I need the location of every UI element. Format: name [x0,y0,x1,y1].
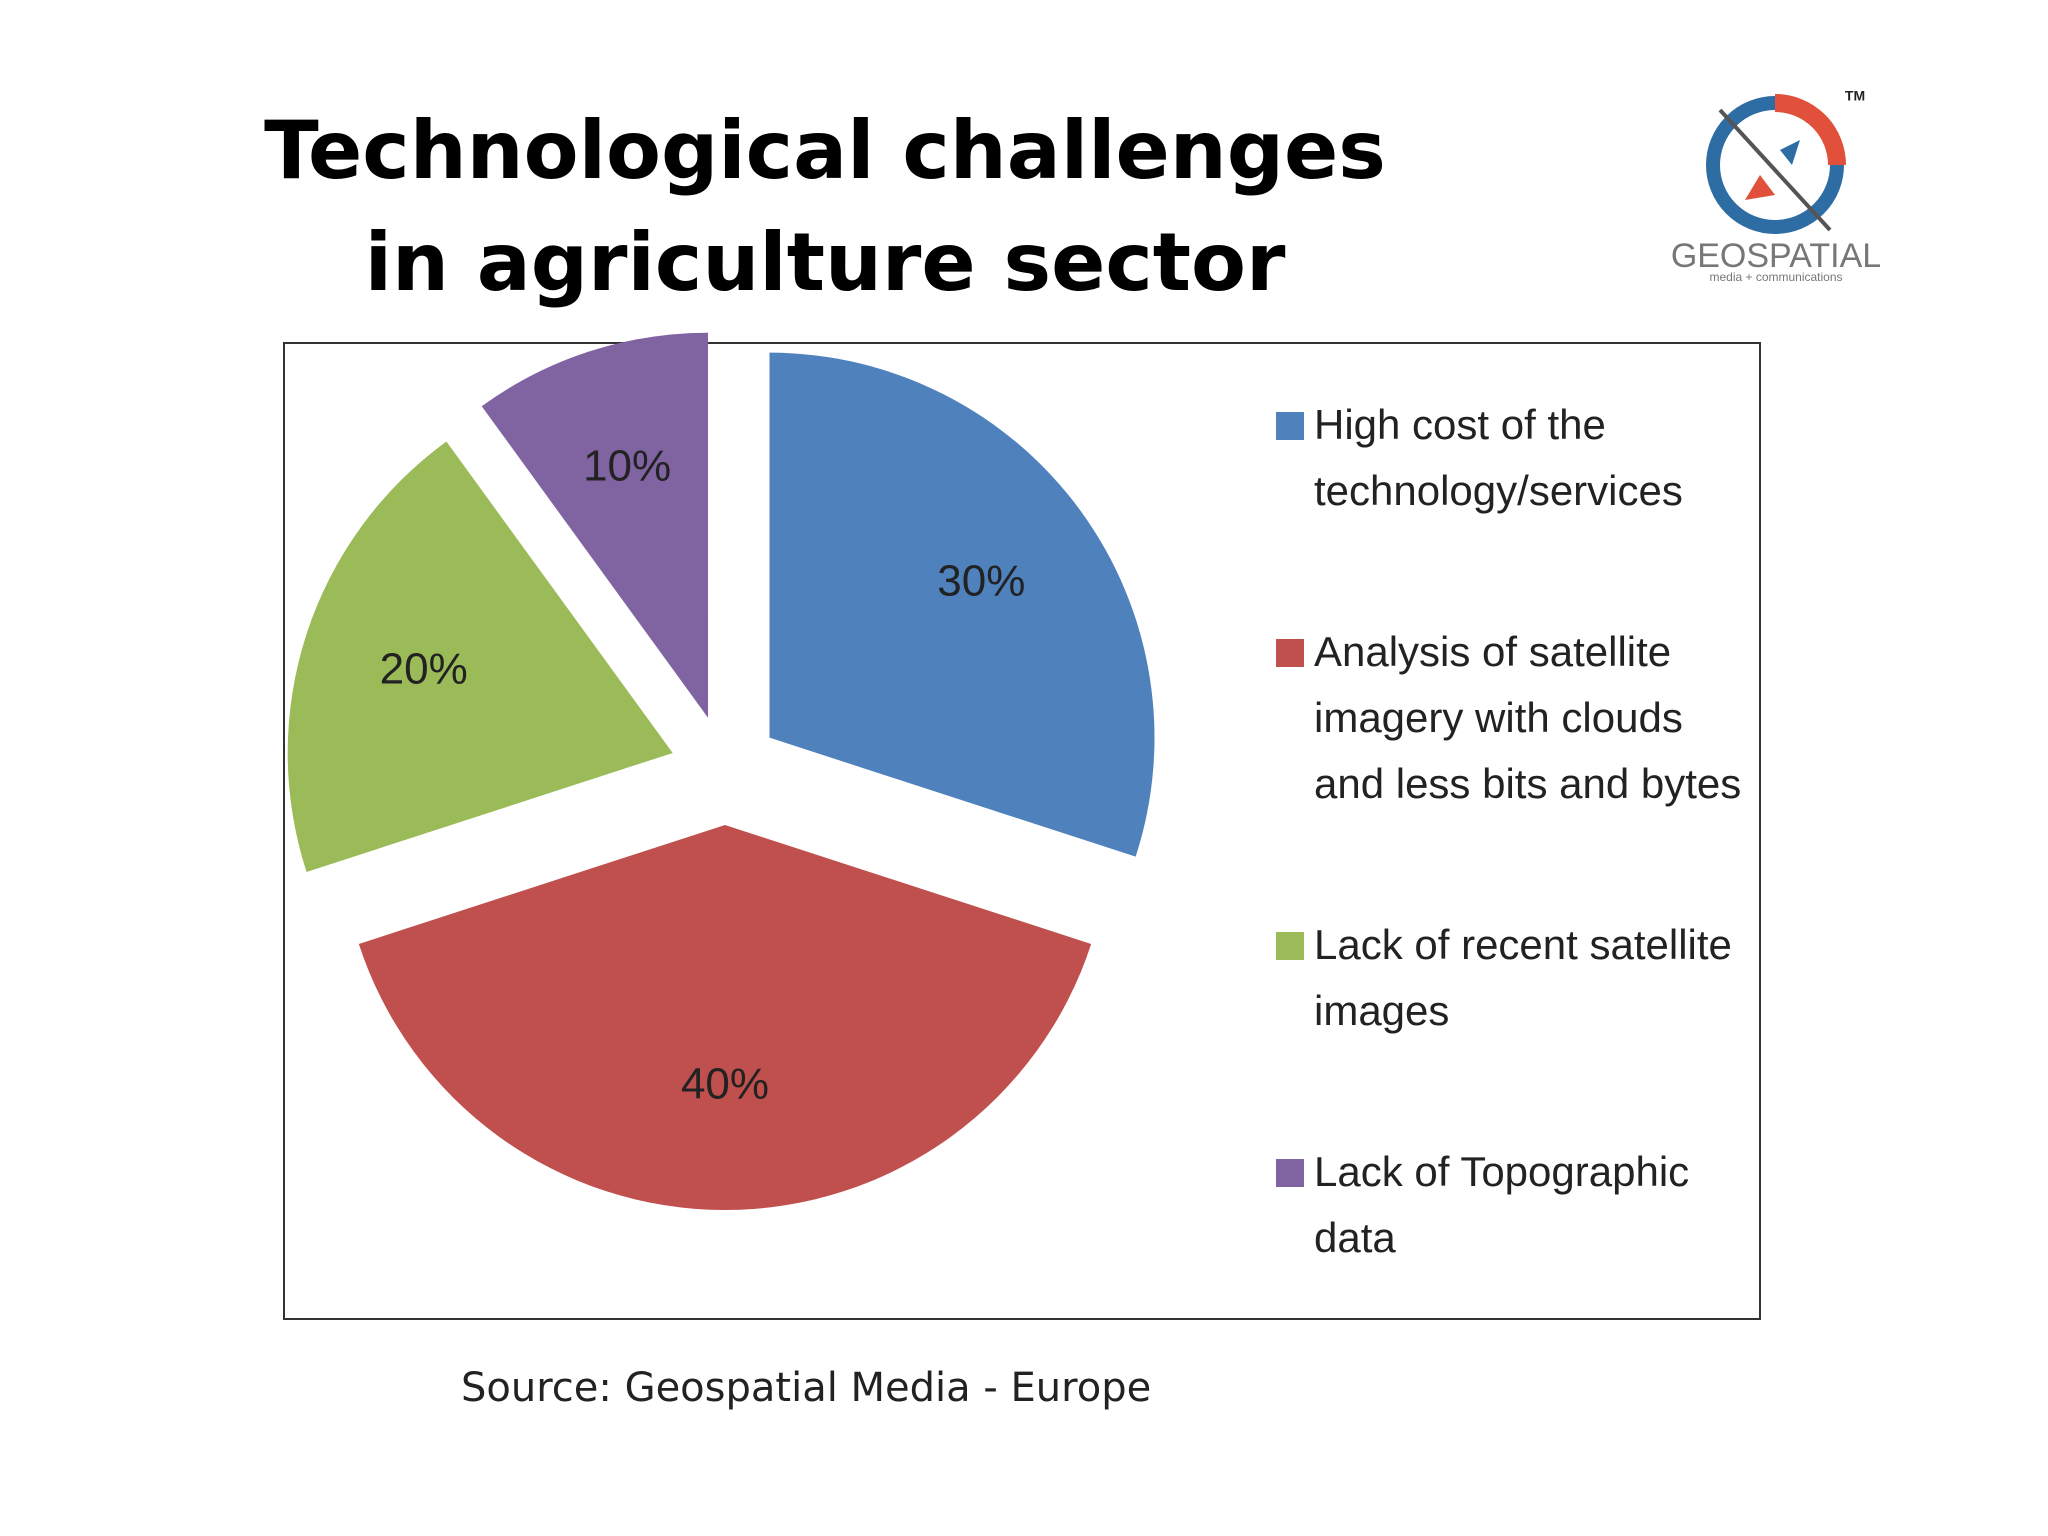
legend-label: Analysis of satellite imagery with cloud… [1314,628,1742,807]
chart-frame [283,342,1761,1320]
data-label: 30% [937,556,1025,605]
data-label: 20% [380,645,468,694]
legend-item: Analysis of satellite imagery with cloud… [1276,619,1756,817]
pie-slice [481,332,709,718]
legend: High cost of the technology/services Anal… [1276,392,1756,1366]
data-label: 10% [583,441,671,490]
pie-slice [358,825,1092,1210]
pie-slice [287,441,673,872]
legend-swatch [1276,412,1304,440]
logo-tm: TM [1845,88,1865,104]
chart-title: Technological challenges in agriculture … [264,104,1386,309]
legend-item: Lack of Topographic data [1276,1139,1756,1271]
data-label: 40% [681,1059,769,1108]
pie-slice [769,352,1155,857]
logo-tagline: media + communications [1709,270,1842,284]
logo-arrow [1780,140,1800,165]
legend-label: Lack of recent satellite images [1314,921,1732,1034]
logo-name: GEOSPATIAL [1671,237,1881,275]
legend-swatch [1276,932,1304,960]
legend-item: Lack of recent satellite images [1276,912,1756,1044]
logo: GEOSPATIAL media + communications TM [1671,88,1881,284]
source: Source: Geospatial Media - Europe [461,1365,1152,1411]
logo-arc [1774,94,1846,166]
legend-swatch [1276,1159,1304,1187]
legend-label: High cost of the technology/services [1314,401,1683,514]
logo-arrow [1745,175,1775,200]
legend-swatch [1276,639,1304,667]
legend-label: Lack of Topographic data [1314,1148,1690,1261]
legend-item: High cost of the technology/services [1276,392,1756,524]
logo-needle [1718,108,1832,232]
